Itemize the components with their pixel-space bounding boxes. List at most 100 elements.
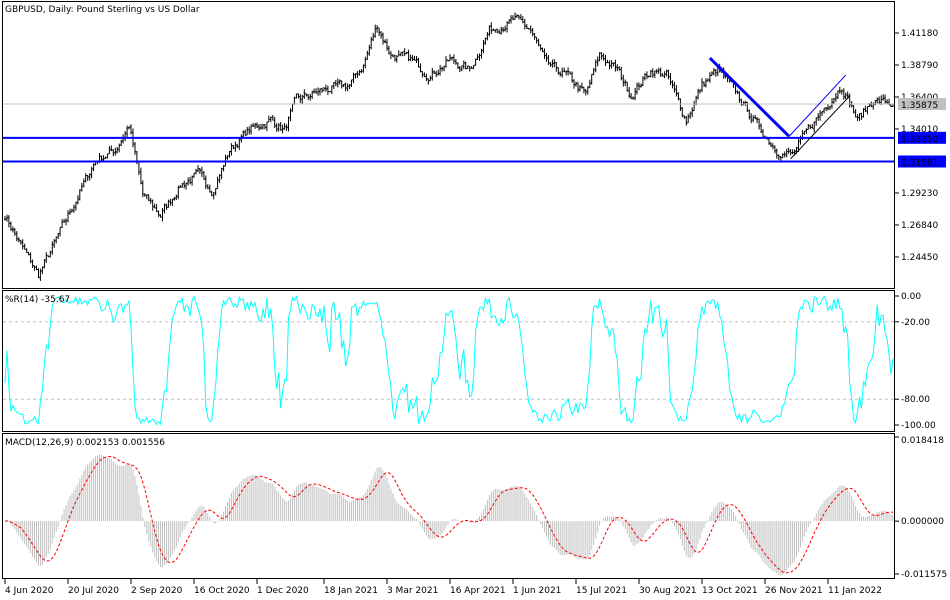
price-bar (838, 86, 841, 94)
chart-title: GBPUSD, Daily: Pound Sterling vs US Doll… (5, 5, 200, 15)
price-bar (84, 173, 87, 183)
price-bar (842, 88, 845, 100)
price-bar (547, 55, 550, 65)
chart-objects[interactable] (3, 56, 894, 163)
price-tick-label: 1.38790 (901, 61, 938, 71)
price-bar (551, 59, 554, 68)
price-bar (712, 68, 715, 76)
price-bar (482, 39, 485, 54)
price-bar (346, 83, 349, 92)
price-bar (256, 122, 258, 128)
price-bar (836, 90, 839, 100)
price-bar (431, 67, 434, 81)
price-bar (145, 194, 148, 200)
price-bar (425, 73, 428, 82)
price-tick-label: 1.41180 (901, 29, 938, 39)
price-bar (811, 124, 814, 129)
wpr-tick-label: -100.00 (901, 421, 936, 431)
price-bar (539, 44, 542, 51)
price-bar (679, 98, 682, 111)
price-bar (746, 101, 749, 112)
price-bar (200, 166, 203, 177)
price-bar (557, 67, 560, 75)
price-bar (395, 55, 398, 63)
price-bar (293, 96, 296, 105)
price-bar (703, 81, 705, 87)
time-tick-label: 3 Mar 2021 (387, 586, 438, 596)
price-bar (11, 226, 14, 233)
price-bar (246, 126, 249, 136)
time-tick-label: 1 Dec 2020 (257, 586, 309, 596)
price-bar (474, 58, 477, 66)
price-bar (208, 184, 211, 193)
price-bar (80, 182, 83, 192)
time-tick-label: 13 Oct 2021 (702, 586, 758, 596)
price-bar (437, 69, 440, 76)
time-tick-label: 2 Sep 2020 (131, 586, 183, 596)
price-bar (490, 22, 493, 35)
price-bar (380, 31, 383, 39)
time-tick-label: 18 Jan 2021 (324, 586, 378, 596)
price-bar (100, 155, 103, 162)
price-bar (230, 143, 233, 156)
price-bar (451, 56, 453, 61)
price-bar (61, 219, 64, 229)
price-bar (791, 149, 794, 155)
price-bar (49, 250, 52, 258)
price-bar (358, 69, 361, 76)
price-bar (393, 54, 396, 62)
price-bar (541, 47, 544, 53)
price-bar (244, 129, 247, 137)
price-bar (523, 18, 526, 30)
price-bar (33, 265, 36, 271)
price-bar (112, 149, 115, 157)
price-bar (789, 148, 792, 156)
price-bar (120, 139, 123, 147)
price-bar (261, 123, 264, 130)
price-bar (580, 82, 583, 89)
price-tick-label: 1.36400 (901, 93, 938, 103)
price-bar (586, 86, 589, 95)
price-bar (403, 48, 406, 56)
price-bar (508, 19, 511, 24)
price-bar (821, 110, 824, 117)
wpr-tick-label: 0.00 (901, 292, 921, 302)
price-bar (104, 156, 107, 160)
price-bar (236, 143, 239, 149)
price-bar (852, 105, 855, 114)
price-bar (626, 81, 629, 92)
price-bar (391, 54, 394, 58)
price-bar (399, 52, 402, 57)
price-tick-label: 1.29230 (901, 189, 938, 199)
time-tick-label: 11 Jan 2022 (828, 586, 882, 596)
price-bar (645, 71, 648, 80)
price-bar (384, 39, 386, 44)
price-bar (356, 71, 359, 79)
price-bar (876, 97, 879, 104)
price-bar (622, 74, 625, 87)
price-bar (628, 87, 631, 99)
price-bar (175, 194, 178, 201)
price-bar (452, 54, 455, 64)
price-bar (823, 107, 826, 114)
wpr-line (4, 295, 894, 426)
price-bar (382, 32, 384, 45)
price-bar (260, 123, 262, 130)
price-bar (752, 115, 755, 123)
price-bar (588, 79, 591, 89)
price-bar (862, 108, 865, 118)
price-bar (882, 94, 885, 101)
price-bar (575, 81, 577, 87)
price-bar (342, 83, 345, 88)
time-tick-label: 1 Jun 2021 (513, 586, 561, 596)
price-bar (829, 105, 831, 111)
price-bar (443, 65, 446, 72)
price-bar (411, 55, 414, 62)
time-tick-label: 20 Jul 2020 (68, 586, 119, 596)
price-bar (332, 81, 335, 89)
price-bar (748, 109, 751, 120)
price-bar (819, 110, 822, 121)
price-bar (102, 155, 105, 162)
line-price-label: 1.31581 (901, 159, 938, 169)
